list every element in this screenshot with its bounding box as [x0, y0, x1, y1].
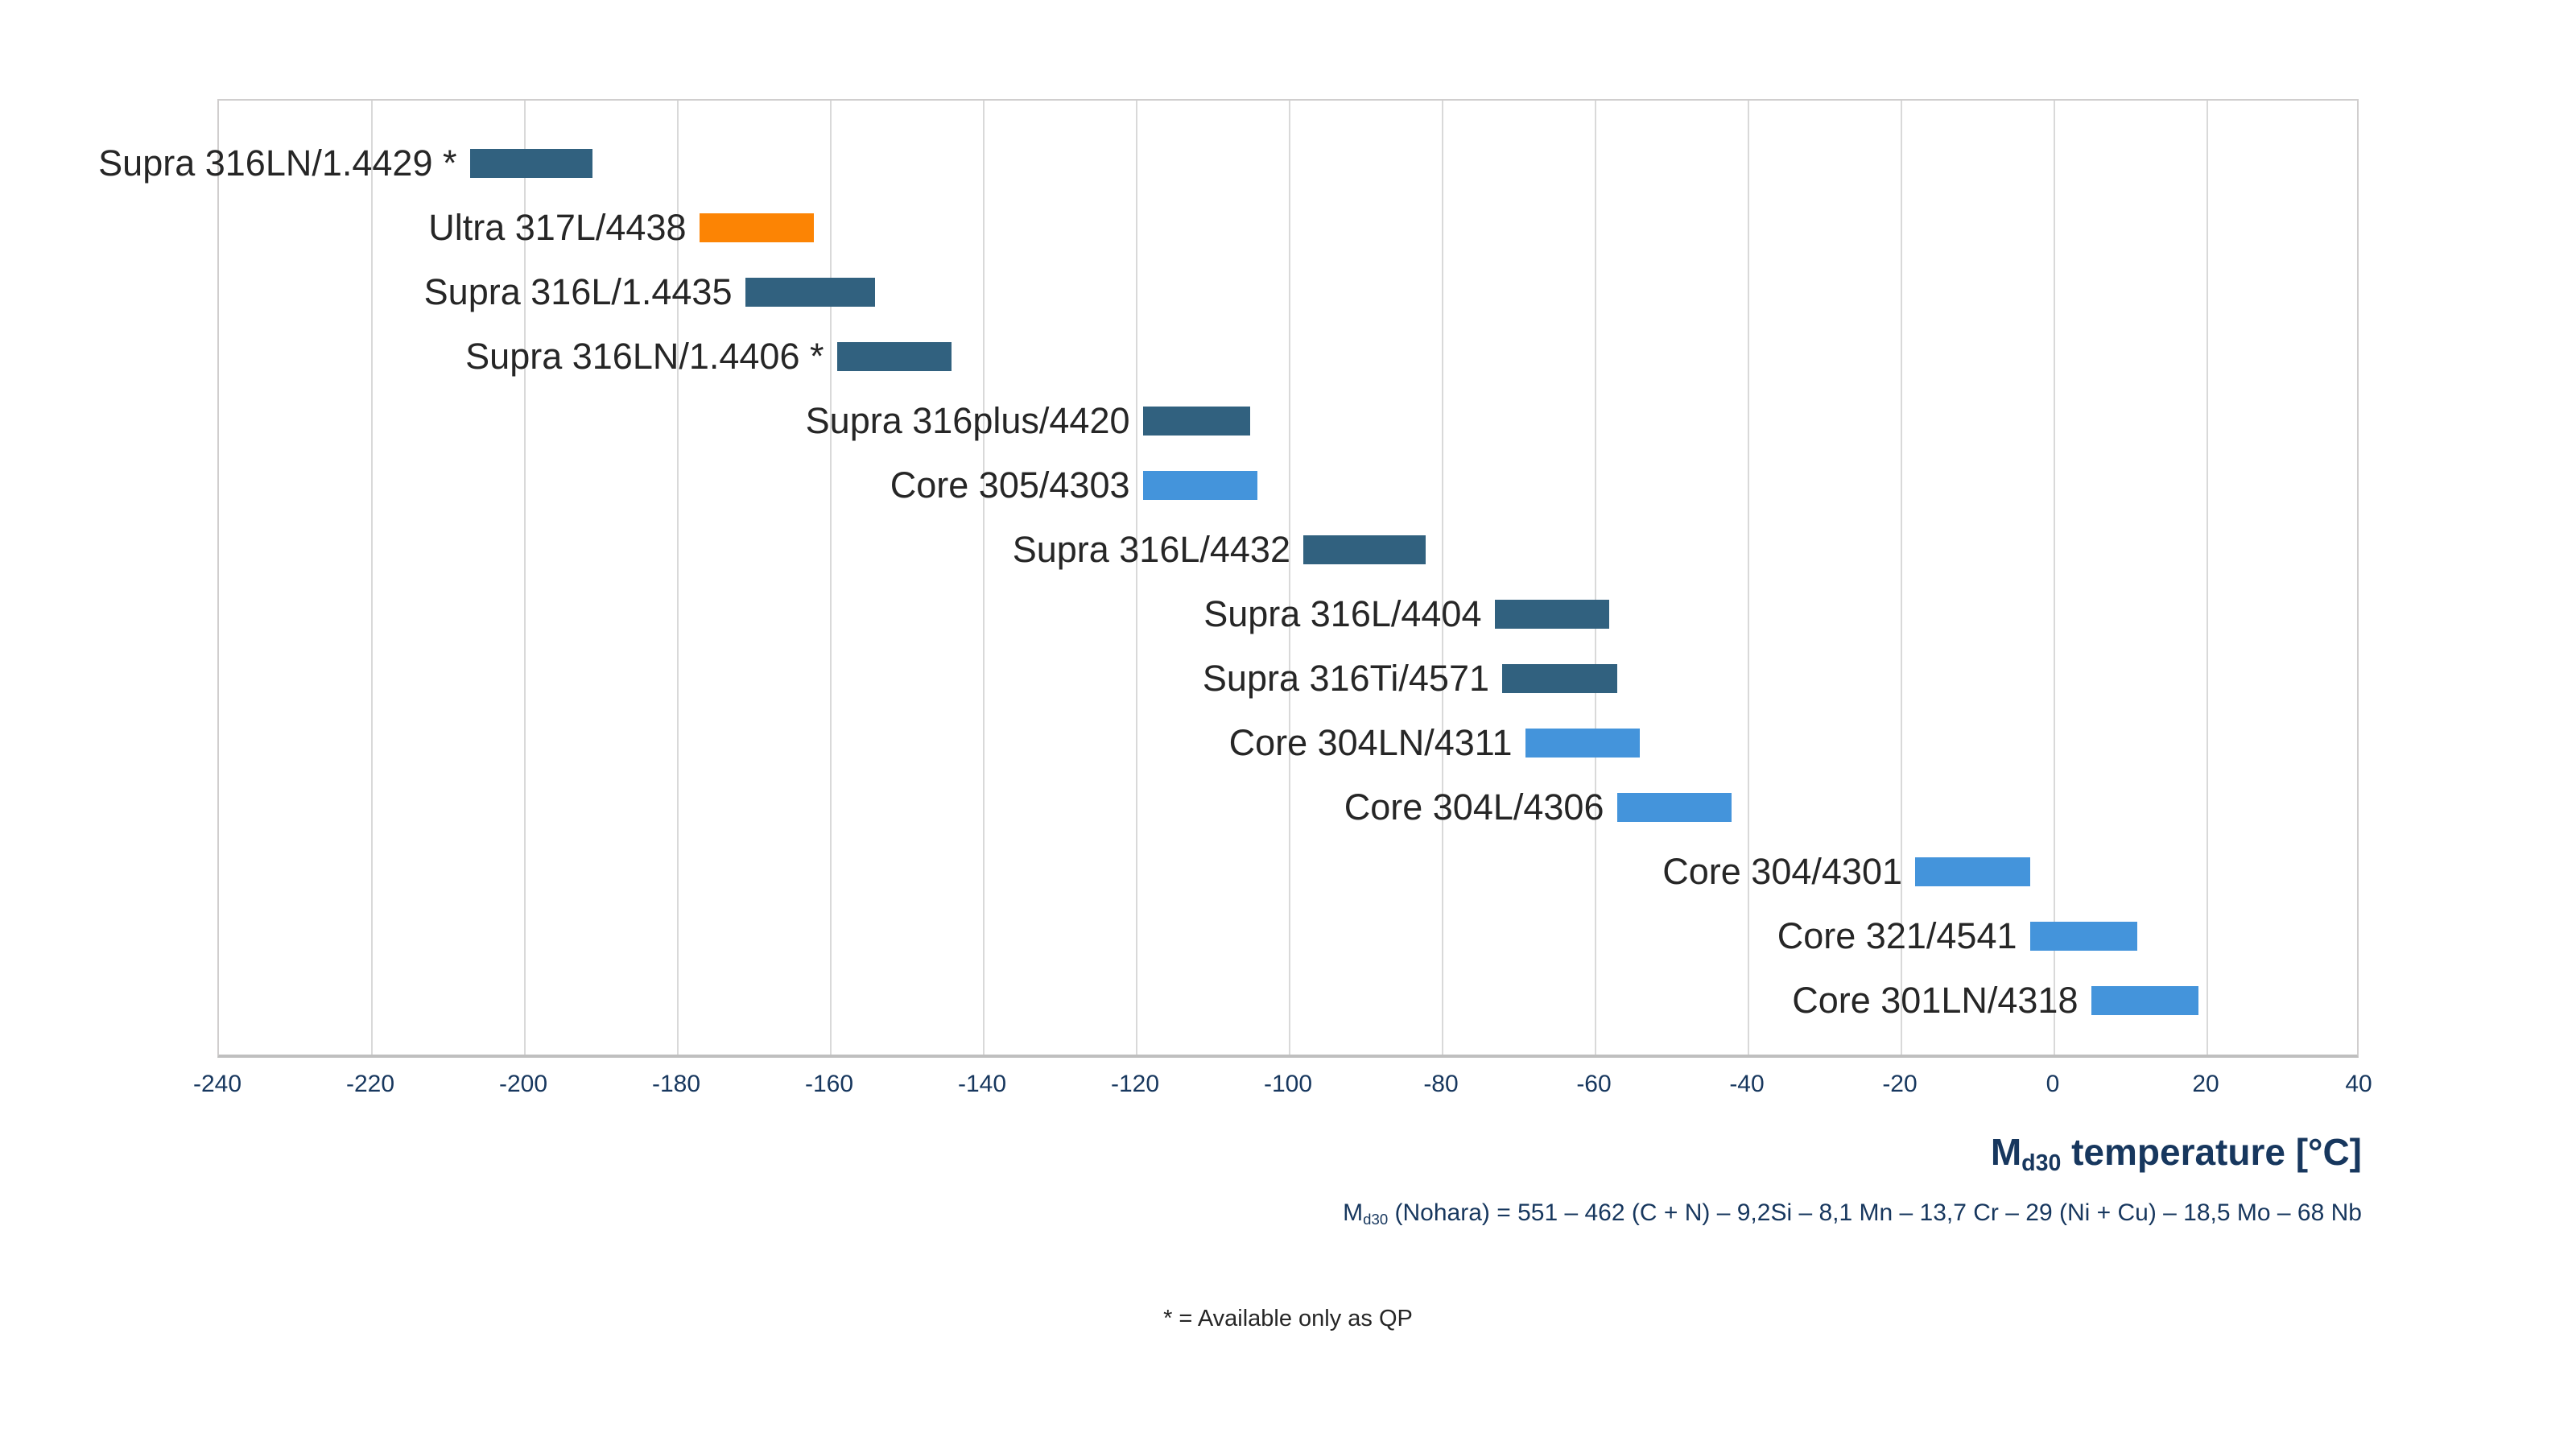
x-axis-title-prefix: M [1990, 1131, 2022, 1173]
gridline--160 [830, 101, 832, 1055]
gridline--220 [371, 101, 373, 1055]
range-bar [1142, 407, 1250, 436]
x-axis-title-suffix: temperature [°C] [2061, 1131, 2362, 1173]
x-tick-label: 40 [2345, 1071, 2372, 1097]
formula-prefix: M [1343, 1199, 1364, 1226]
category-label: Core 305/4303 [890, 464, 1130, 506]
x-axis-title-subscript: d30 [2021, 1150, 2062, 1177]
formula-annotation: Md30 (Nohara) = 551 – 462 (C + N) – 9,2S… [1343, 1199, 2362, 1228]
plot-area [217, 99, 2359, 1058]
x-tick-label: -60 [1576, 1071, 1612, 1097]
x-axis-title: Md30 temperature [°C] [1990, 1130, 2362, 1177]
category-label: Core 304L/4306 [1344, 786, 1604, 828]
x-tick-label: -220 [345, 1071, 395, 1097]
gridline--20 [1901, 101, 1902, 1055]
x-tick-label: -40 [1729, 1071, 1765, 1097]
x-tick-label: -240 [192, 1071, 242, 1097]
range-bar [469, 149, 592, 178]
range-bar [1303, 535, 1426, 564]
x-tick-label: -100 [1263, 1071, 1313, 1097]
category-label: Core 304/4301 [1662, 851, 1902, 892]
gridline--200 [524, 101, 526, 1055]
formula-subscript: d30 [1363, 1210, 1389, 1228]
x-tick-label: -80 [1423, 1071, 1459, 1097]
gridline--180 [677, 101, 679, 1055]
category-label: Core 321/4541 [1777, 915, 2017, 956]
x-tick-label: -160 [804, 1071, 854, 1097]
category-label: Supra 316L/4404 [1203, 593, 1482, 634]
category-label: Core 301LN/4318 [1792, 980, 2079, 1021]
category-label: Supra 316L/1.4435 [423, 271, 733, 312]
gridline--60 [1595, 101, 1596, 1055]
gridline--140 [983, 101, 985, 1055]
x-tick-label: 20 [2192, 1071, 2219, 1097]
category-label: Supra 316plus/4420 [805, 400, 1130, 441]
range-bar [699, 213, 814, 242]
category-label: Supra 316LN/1.4406 * [465, 336, 824, 377]
gridline--120 [1136, 101, 1137, 1055]
category-label: Supra 316Ti/4571 [1202, 658, 1489, 699]
x-tick-label: 0 [2046, 1071, 2060, 1097]
x-tick-label: -20 [1882, 1071, 1918, 1097]
gridline-0 [2054, 101, 2055, 1055]
x-tick-label: -180 [651, 1071, 701, 1097]
gridline-20 [2207, 101, 2208, 1055]
range-bar [1525, 729, 1640, 758]
x-tick-label: -200 [498, 1071, 548, 1097]
range-bar [1616, 793, 1732, 822]
x-tick-label: -120 [1110, 1071, 1160, 1097]
gridline--100 [1289, 101, 1290, 1055]
category-label: Ultra 317L/4438 [428, 207, 687, 248]
formula-suffix: (Nohara) = 551 – 462 (C + N) – 9,2Si – 8… [1388, 1199, 2362, 1226]
range-bar [745, 278, 875, 307]
category-label: Supra 316L/4432 [1012, 529, 1290, 570]
category-label: Core 304LN/4311 [1228, 722, 1513, 763]
range-bar [2029, 922, 2137, 951]
range-bar [836, 342, 952, 371]
range-bar [2091, 986, 2198, 1015]
range-bar [1494, 600, 1609, 629]
range-bar [1142, 471, 1257, 500]
footnote: * = Available only as QP [1163, 1306, 1413, 1331]
gridline--40 [1748, 101, 1749, 1055]
range-bar [1915, 857, 2030, 886]
x-tick-label: -140 [957, 1071, 1007, 1097]
category-label: Supra 316LN/1.4429 * [98, 142, 457, 184]
gridline--80 [1442, 101, 1443, 1055]
range-bar [1502, 664, 1617, 693]
